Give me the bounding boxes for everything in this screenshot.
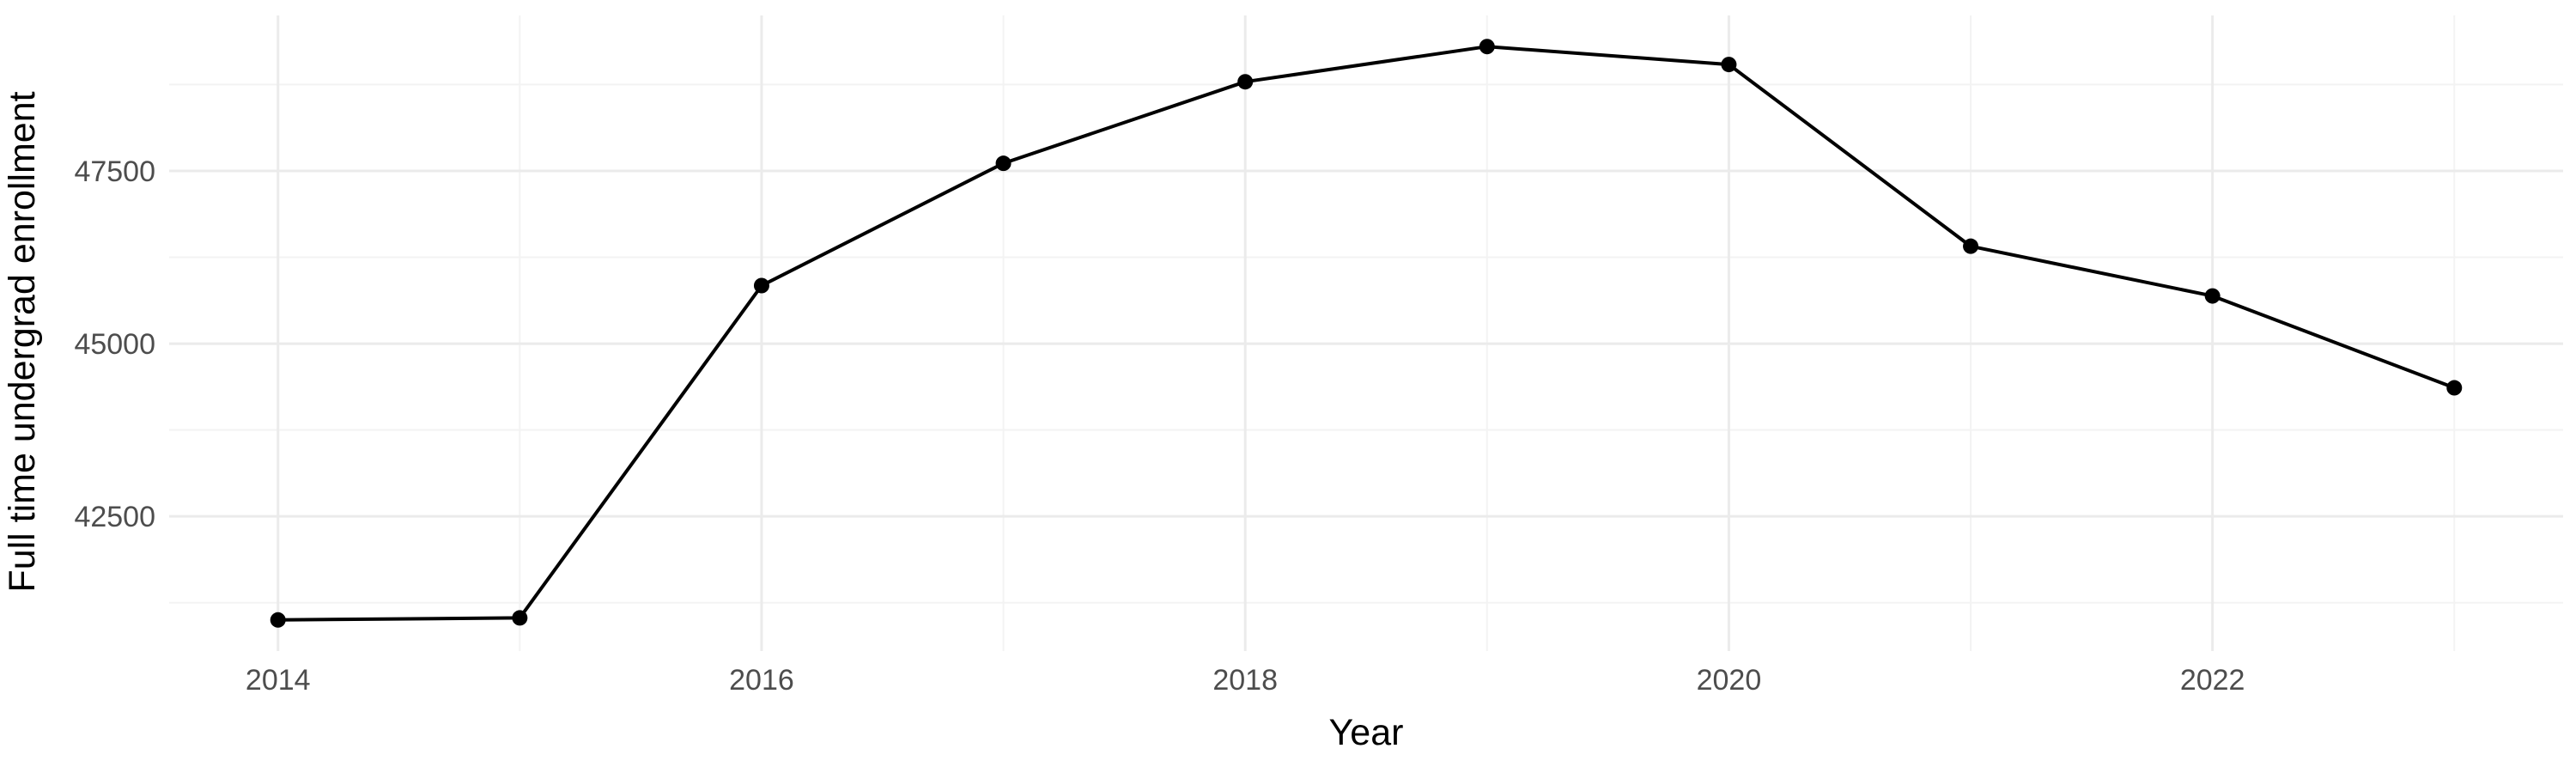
data-point bbox=[512, 610, 528, 626]
data-point bbox=[2204, 288, 2221, 304]
x-tick-label: 2020 bbox=[1697, 664, 1762, 697]
data-point bbox=[995, 155, 1012, 172]
data-point bbox=[1237, 74, 1254, 90]
x-tick-label: 2018 bbox=[1212, 664, 1278, 697]
x-tick-label: 2016 bbox=[729, 664, 794, 697]
y-tick-label: 45000 bbox=[74, 328, 155, 361]
y-axis-title: Full time undergrad enrollment bbox=[2, 91, 43, 592]
data-point bbox=[270, 612, 286, 628]
x-tick-label: 2022 bbox=[2180, 664, 2245, 697]
axes: Year Full time undergrad enrollment 2014… bbox=[2, 91, 2245, 753]
gridlines bbox=[169, 15, 2563, 651]
series-line bbox=[277, 45, 2456, 622]
data-point bbox=[1721, 57, 1737, 73]
y-tick-label: 42500 bbox=[74, 501, 155, 533]
series-layer bbox=[270, 39, 2463, 628]
x-tick-label: 2014 bbox=[246, 664, 311, 697]
data-point bbox=[753, 277, 769, 294]
x-axis-title: Year bbox=[1329, 712, 1404, 753]
data-point bbox=[1479, 39, 1495, 55]
data-point bbox=[2446, 380, 2463, 396]
y-tick-label: 47500 bbox=[74, 155, 155, 188]
data-point bbox=[1963, 238, 1979, 254]
